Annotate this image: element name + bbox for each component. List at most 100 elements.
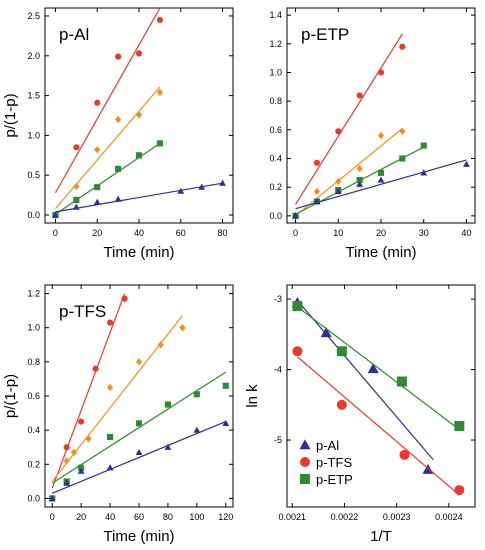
data-point: [135, 358, 143, 366]
x-axis-label: Time (min): [103, 528, 174, 545]
data-point: [63, 457, 70, 465]
x-tick-label: 80: [218, 228, 228, 238]
y-tick-label: 1.0: [269, 68, 282, 78]
data-point: [77, 467, 85, 474]
fit-line: [54, 86, 161, 210]
legend-marker: [300, 457, 310, 467]
data-point: [193, 391, 200, 398]
y-tick-label: 0.6: [269, 125, 282, 135]
fit-line: [295, 159, 467, 210]
y-tick-label: -4: [274, 365, 282, 375]
x-tick-label: 10: [333, 228, 343, 238]
y-tick-label: 1.0: [27, 130, 40, 140]
plot-frame: [286, 284, 476, 508]
data-point: [399, 43, 406, 50]
fit-line: [54, 8, 161, 194]
fit-line: [297, 306, 460, 430]
y-tick-label: 0.5: [27, 170, 40, 180]
panel-title: p-ETP: [301, 25, 349, 44]
data-point: [198, 183, 206, 190]
data-point: [396, 376, 407, 387]
data-point: [292, 346, 303, 357]
data-point: [335, 128, 342, 135]
data-point: [94, 99, 101, 106]
data-point: [63, 444, 70, 451]
data-point: [73, 144, 80, 151]
data-point: [48, 494, 56, 502]
y-tick-label: 1.0: [27, 323, 40, 333]
data-point: [336, 346, 347, 357]
legend: p-Al p-TFS p-ETP: [299, 438, 353, 487]
data-point: [193, 426, 201, 433]
data-point: [399, 155, 406, 162]
x-tick-label: 40: [105, 512, 115, 522]
data-point: [78, 418, 85, 425]
data-point: [107, 433, 114, 441]
data-point: [115, 115, 122, 124]
data-point: [222, 382, 229, 389]
series-p-TFS: [292, 346, 465, 496]
y-tick-label: 0.0: [27, 493, 40, 503]
data-point: [454, 485, 465, 496]
data-point: [135, 111, 143, 119]
data-point: [377, 169, 385, 176]
x-tick-label: 0: [53, 228, 58, 238]
data-point: [157, 341, 164, 349]
data-point: [107, 319, 114, 326]
data-point: [356, 92, 363, 99]
data-point: [85, 435, 92, 443]
fit-line: [295, 127, 403, 217]
series-circle: [292, 33, 406, 219]
data-point: [292, 301, 303, 312]
y-tick-label: -5: [274, 435, 282, 445]
data-point: [52, 211, 59, 218]
data-point: [70, 448, 77, 457]
data-point: [156, 88, 163, 97]
y-tick-label: 2.5: [27, 11, 40, 21]
data-point: [336, 399, 347, 410]
x-tick-label: 20: [92, 228, 102, 238]
fit-line: [295, 33, 403, 205]
y-tick-label: 0.8: [269, 96, 282, 106]
chart-panel-3: 0 20 40 60 80 100 120 0.0 0.2 0.4 0.6 0.8 1.0 1.2 Time…: [2, 284, 234, 545]
data-point: [420, 169, 428, 176]
data-point: [107, 383, 114, 392]
data-point: [377, 176, 385, 183]
data-point: [320, 327, 332, 338]
series-p-ETP: [292, 301, 465, 431]
fit-line: [297, 356, 460, 496]
y-tick-label: 2.0: [27, 51, 40, 61]
data-point: [156, 140, 163, 147]
x-tick-label: 80: [163, 512, 173, 522]
data-point: [135, 448, 143, 455]
y-tick-label: 0.2: [269, 182, 282, 192]
series-p-Al: [291, 296, 434, 474]
data-point: [356, 164, 363, 173]
x-tick-label: 60: [134, 512, 144, 522]
x-tick-label: 30: [419, 228, 429, 238]
series-square: [52, 140, 163, 219]
x-tick-label: 40: [461, 228, 471, 238]
x-tick-label: 0: [293, 228, 298, 238]
x-axis-label: Time (min): [345, 244, 416, 261]
fit-line: [51, 371, 227, 484]
series-triangle: [48, 419, 230, 502]
data-point: [63, 479, 71, 486]
fit-line: [52, 421, 226, 494]
x-tick-label: 60: [176, 228, 186, 238]
y-tick-label: 1.4: [269, 10, 282, 20]
data-point: [335, 177, 342, 186]
data-point: [73, 196, 80, 203]
data-point: [399, 449, 410, 460]
x-axis-label: 1/T: [370, 528, 392, 545]
fit-line: [51, 315, 183, 482]
chart-panel-1: 0 20 40 60 80 0.0 0.5 1.0 1.5 2.0 2.5 Time (min) p/(…: [2, 7, 234, 261]
fit-line: [55, 182, 223, 213]
y-tick-label: 0.8: [27, 357, 40, 367]
data-point: [292, 212, 299, 219]
x-tick-label: 0.0023: [383, 512, 411, 522]
series-diamond: [49, 315, 186, 503]
y-tick-label: 0.6: [27, 391, 40, 401]
series-triangle: [52, 179, 226, 218]
series-square: [49, 371, 229, 502]
